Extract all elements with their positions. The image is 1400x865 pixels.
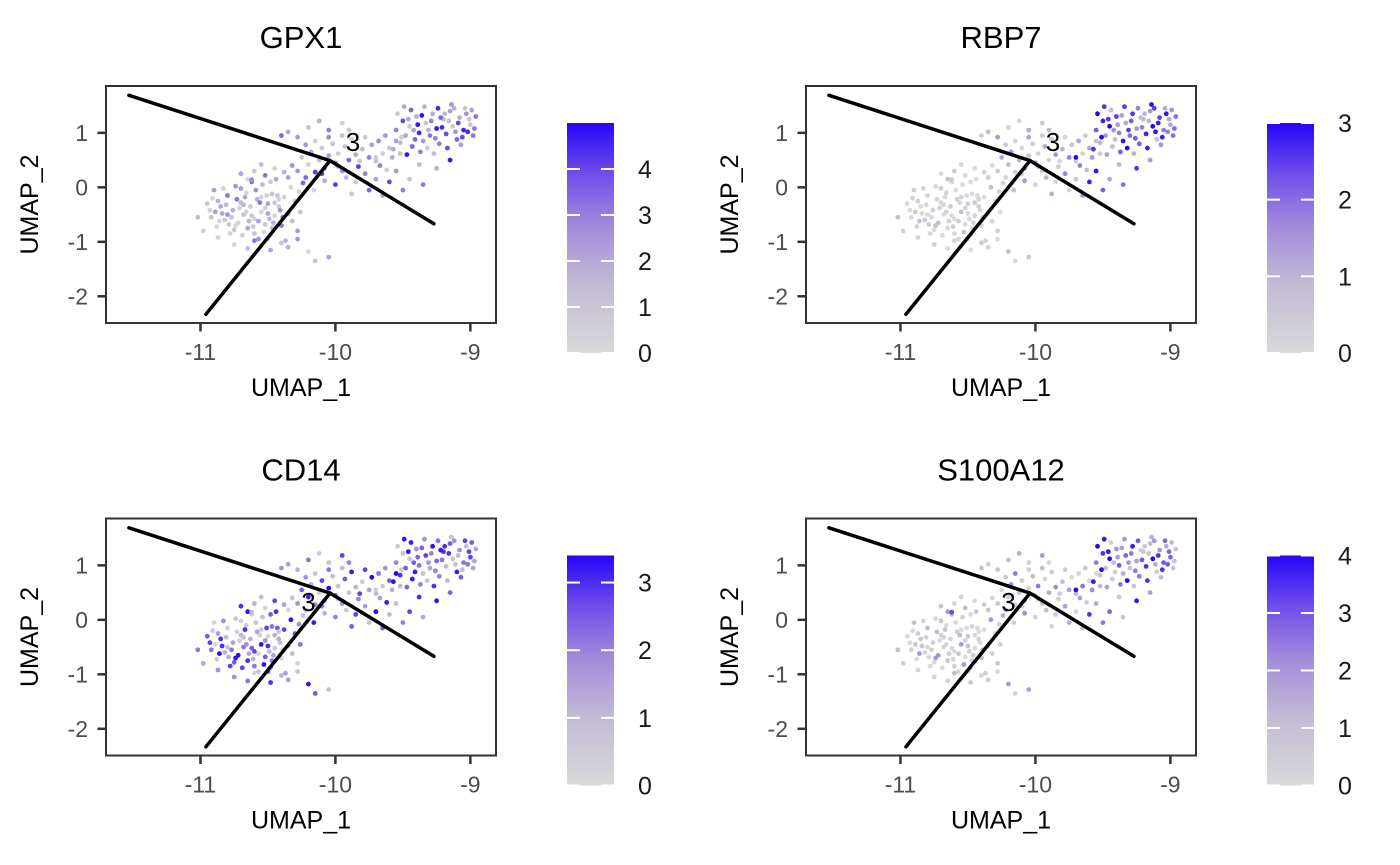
- panel-title: S100A12: [937, 453, 1065, 488]
- colorbar-tick-label: 3: [1338, 600, 1352, 628]
- panel-border: [105, 85, 497, 324]
- colorbar-tick-label: 4: [638, 156, 652, 184]
- y-tick-label: 0: [75, 607, 88, 633]
- x-axis-title: UMAP_1: [251, 374, 351, 402]
- y-axis-title: UMAP_2: [16, 587, 44, 687]
- trajectory-lines: [127, 93, 436, 317]
- panel-border: [805, 517, 1197, 757]
- x-tick-label: -11: [885, 772, 917, 798]
- y-tick-label: 1: [75, 120, 88, 146]
- scatter-points: [895, 534, 1179, 696]
- colorbar-tick-label: 2: [638, 637, 652, 665]
- y-tick-label: -1: [768, 661, 788, 687]
- x-tick-label: -9: [1160, 772, 1180, 798]
- colorbar-tick-label: 1: [1338, 263, 1352, 291]
- colorbar-tick-label: 2: [1338, 187, 1352, 215]
- panel-rbp7: RBP7 3 -11 -10 -9 UMAP_1 1 0 -1 -2 UMAP_2 0 1 2 3: [716, 20, 1352, 402]
- colorbar-tick-label: 0: [1338, 773, 1352, 801]
- y-axis-title: UMAP_2: [16, 154, 44, 254]
- y-axis: 1 0 -1 -2 UMAP_2: [716, 120, 806, 309]
- scatter-points: [195, 102, 479, 264]
- x-tick-label: -10: [319, 772, 352, 798]
- y-axis: 1 0 -1 -2 UMAP_2: [716, 552, 806, 742]
- x-tick-label: -10: [1019, 772, 1052, 798]
- colorbar-gradient: [1267, 123, 1314, 353]
- x-tick-label: -11: [885, 339, 917, 365]
- colorbar-legend: 0 1 2 3 4: [567, 123, 652, 368]
- y-tick-label: -2: [68, 716, 88, 742]
- colorbar-tick-label: 1: [638, 705, 652, 733]
- panel-gpx1: GPX1 3 -11 -10 -9 UMAP_1 1 0 -1 -2 UMAP_2 0 1 2 3 4: [16, 20, 652, 402]
- colorbar-gradient: [567, 555, 614, 786]
- panel-title: RBP7: [961, 20, 1042, 55]
- y-tick-label: 1: [775, 552, 788, 578]
- x-axis: -11 -10 -9 UMAP_1: [185, 323, 481, 402]
- panel-cd14: CD14 3 -11 -10 -9 UMAP_1 1 0 -1 -2 UMAP_2 0 1 2 3: [16, 453, 652, 835]
- x-axis: -11 -10 -9 UMAP_1: [885, 755, 1181, 835]
- colorbar-tick-label: 0: [1338, 340, 1352, 368]
- colorbar-tick-label: 0: [638, 773, 652, 801]
- x-tick-label: -9: [460, 772, 480, 798]
- panel-title: GPX1: [260, 20, 343, 55]
- colorbar-gradient: [567, 123, 614, 353]
- trajectory-lines: [827, 526, 1136, 749]
- scatter-points: [895, 102, 1179, 264]
- y-tick-label: 1: [775, 120, 788, 146]
- x-tick-label: -9: [1160, 339, 1180, 365]
- y-tick-label: 0: [75, 174, 88, 200]
- y-tick-label: -2: [68, 283, 88, 309]
- panel-border: [805, 85, 1197, 324]
- panel-s100a12: S100A12 3 -11 -10 -9 UMAP_1 1 0 -1 -2 UMAP_2 0 1 2 3 4: [716, 453, 1352, 835]
- trajectory-lines: [127, 526, 436, 749]
- y-tick-label: 1: [75, 552, 88, 578]
- colorbar-legend: 0 1 2 3 4: [1267, 543, 1352, 801]
- y-axis-title: UMAP_2: [716, 587, 744, 687]
- x-tick-label: -11: [185, 339, 217, 365]
- y-tick-label: -1: [768, 229, 788, 255]
- x-tick-label: -9: [460, 339, 480, 365]
- y-tick-label: -2: [768, 283, 788, 309]
- y-tick-label: -2: [768, 716, 788, 742]
- y-tick-label: 0: [775, 607, 788, 633]
- trajectory-lines: [827, 93, 1136, 317]
- x-axis-title: UMAP_1: [951, 374, 1051, 402]
- y-tick-label: -1: [68, 229, 88, 255]
- colorbar-tick-label: 2: [638, 248, 652, 276]
- colorbar-legend: 0 1 2 3: [1267, 110, 1352, 368]
- y-axis-title: UMAP_2: [716, 154, 744, 254]
- colorbar-tick-label: 2: [1338, 658, 1352, 686]
- x-axis: -11 -10 -9 UMAP_1: [185, 755, 481, 835]
- scatter-points: [195, 534, 479, 696]
- x-tick-label: -10: [1019, 339, 1052, 365]
- colorbar-tick-label: 3: [638, 202, 652, 230]
- cluster-node-label: 3: [1046, 127, 1060, 157]
- x-axis-title: UMAP_1: [251, 807, 351, 835]
- x-tick-label: -10: [319, 339, 352, 365]
- y-axis: 1 0 -1 -2 UMAP_2: [16, 552, 106, 742]
- panel-border: [105, 517, 497, 757]
- cluster-node-label: 3: [346, 127, 360, 157]
- colorbar-tick-label: 4: [1338, 543, 1352, 571]
- colorbar-tick-label: 1: [1338, 715, 1352, 743]
- x-axis: -11 -10 -9 UMAP_1: [885, 323, 1181, 402]
- x-axis-title: UMAP_1: [951, 807, 1051, 835]
- y-axis: 1 0 -1 -2 UMAP_2: [16, 120, 106, 309]
- colorbar-tick-label: 0: [638, 340, 652, 368]
- x-tick-label: -11: [185, 772, 217, 798]
- cluster-node-label: 3: [1001, 587, 1015, 617]
- colorbar-tick-label: 1: [638, 294, 652, 322]
- cluster-node-label: 3: [301, 587, 315, 617]
- colorbar-tick-label: 3: [638, 570, 652, 598]
- panel-title: CD14: [261, 453, 340, 488]
- colorbar-tick-label: 3: [1338, 110, 1352, 138]
- colorbar-legend: 0 1 2 3: [567, 555, 652, 801]
- y-tick-label: 0: [775, 174, 788, 200]
- y-tick-label: -1: [68, 661, 88, 687]
